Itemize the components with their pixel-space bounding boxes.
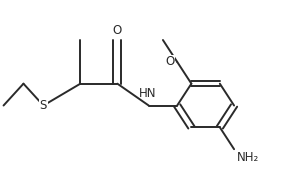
Text: NH₂: NH₂ [237,151,259,164]
Text: O: O [113,24,122,37]
Text: HN: HN [138,87,156,100]
Text: S: S [40,99,47,112]
Text: O: O [165,55,174,68]
